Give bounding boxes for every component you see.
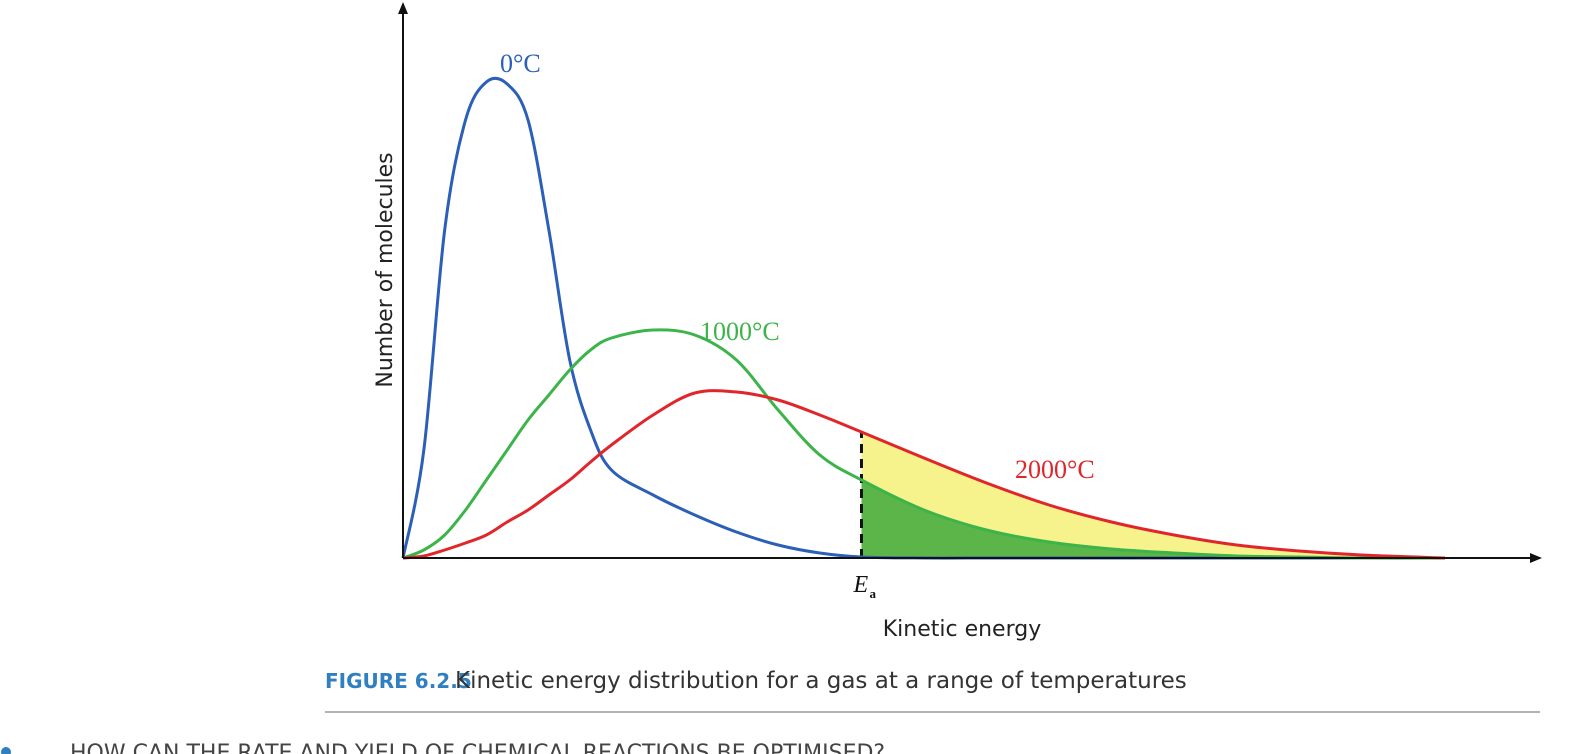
area-above-threshold bbox=[861, 480, 1445, 558]
series-label: 0°C bbox=[500, 49, 541, 78]
curve bbox=[402, 328, 1446, 560]
series-label: 1000°C bbox=[700, 317, 780, 346]
bullet bbox=[1, 747, 11, 754]
section-heading: HOW CAN THE RATE AND YIELD OF CHEMICAL R… bbox=[70, 741, 885, 754]
figure-label: FIGURE 6.2.5 bbox=[325, 669, 472, 693]
figure-caption: Kinetic energy distribution for a gas at… bbox=[455, 668, 1187, 694]
series-label: 2000°C bbox=[1015, 455, 1095, 484]
x-axis-label: Kinetic energy bbox=[883, 617, 1042, 642]
area-above-threshold bbox=[861, 432, 1445, 558]
curve bbox=[402, 389, 1446, 560]
y-axis-label: Number of molecules bbox=[373, 152, 398, 387]
threshold-subscript: a bbox=[869, 586, 876, 601]
threshold-label: E bbox=[852, 572, 868, 598]
